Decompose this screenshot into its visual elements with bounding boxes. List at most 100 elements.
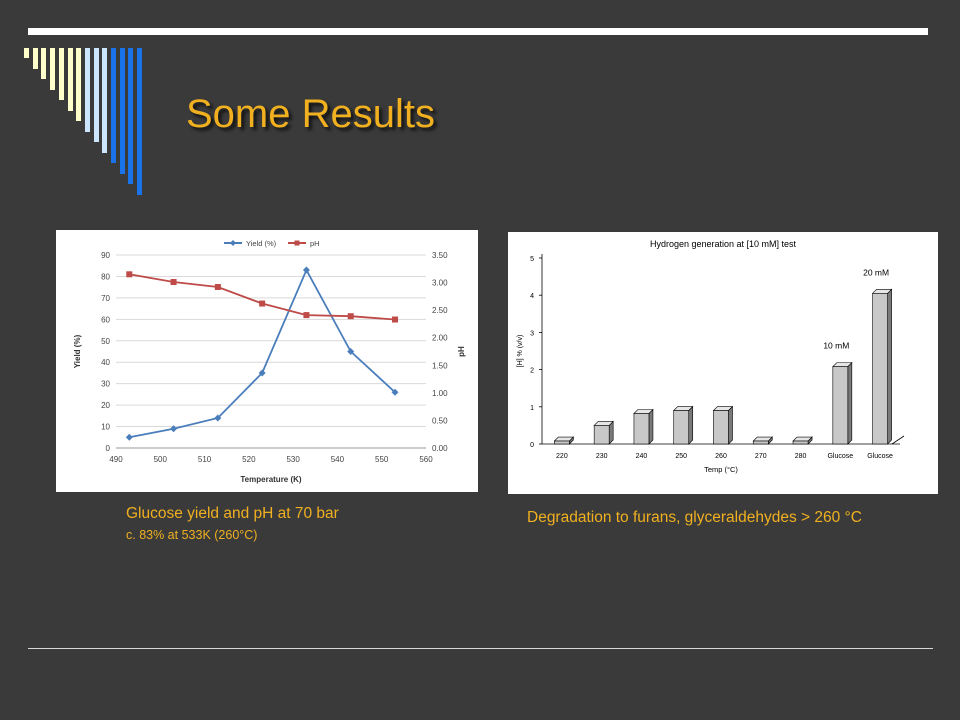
y2-tick-label: 2.00	[432, 334, 448, 343]
legend-marker	[294, 240, 300, 246]
decorative-bar	[111, 48, 116, 163]
hydrogen-chart: Hydrogen generation at [10 mM] test 0 1 2 3 4…	[517, 239, 905, 474]
chart-title: Hydrogen generation at [10 mM] test	[650, 239, 797, 249]
decorative-bar	[58, 48, 64, 100]
legend-label: pH	[310, 239, 320, 248]
series-line	[129, 273, 396, 321]
x-tick-label: 240	[636, 453, 648, 460]
bar	[832, 366, 849, 445]
x-tick-label: 530	[286, 455, 300, 464]
bar	[872, 293, 888, 445]
x-tick-label: 560	[419, 455, 433, 464]
data-point	[259, 300, 266, 307]
decorative-bar	[41, 48, 47, 79]
bar-annotation: 20 mM	[863, 267, 889, 277]
right-caption: Degradation to furans, glyceraldehydes >…	[527, 509, 862, 526]
yield-ph-chart: 0 10 20 30 40 50 60 70 80 90 0.00 0.50 1.00 1.50 2.00 2…	[73, 239, 466, 484]
x-tick-label: 500	[154, 455, 168, 464]
hydrogen-chart-panel: Hydrogen generation at [10 mM] test 0 1 2 3 4…	[508, 232, 938, 494]
y2-tick-label: 1.00	[432, 389, 448, 398]
y-tick-label: 50	[101, 337, 110, 346]
data-point	[392, 316, 398, 323]
x-axis-label: Temp (°C)	[704, 465, 738, 474]
y-tick-label: 30	[101, 380, 110, 389]
data-point	[258, 369, 266, 377]
data-point	[170, 279, 177, 286]
x-tick-label: 220	[556, 453, 568, 460]
decorative-bar	[32, 48, 38, 69]
y-axis-label: [H] % (v/v)	[517, 335, 524, 368]
top-rule	[28, 28, 928, 35]
y2-tick-label: 3.00	[432, 279, 448, 288]
y-tick-label: 80	[101, 272, 110, 281]
x-tick-label: 280	[795, 453, 807, 460]
y2-axis-label: pH	[457, 346, 466, 357]
slide-title: Some Results	[186, 92, 435, 136]
bar-side	[728, 405, 733, 445]
bar-annotation: 10 mM	[823, 341, 849, 351]
decorative-bar	[128, 48, 134, 184]
y-tick-label: 60	[101, 315, 110, 324]
x-tick-label: 260	[715, 453, 727, 460]
bar-side	[688, 405, 694, 445]
bar	[554, 440, 570, 445]
y-tick-label: 2	[530, 368, 534, 375]
y2-tick-label: 0.50	[432, 416, 448, 425]
y-tick-label: 20	[101, 401, 110, 410]
x-tick-label: 520	[242, 455, 256, 464]
data-point	[126, 271, 133, 278]
decorative-bar	[84, 48, 90, 132]
decorative-bar	[137, 48, 143, 195]
data-point	[391, 388, 399, 396]
bar-side	[648, 408, 654, 445]
y2-tick-label: 3.50	[432, 251, 448, 260]
data-point	[347, 313, 354, 320]
data-point	[302, 266, 310, 274]
x-tick-label: Glucose	[827, 453, 853, 460]
left-subcaption: c. 83% at 533K (260°C)	[126, 528, 258, 542]
data-point	[303, 312, 310, 319]
y-tick-label: 4	[530, 293, 534, 300]
y-tick-label: 3	[530, 330, 534, 337]
x-axis-label: Temperature (K)	[240, 475, 302, 484]
decorative-bar	[119, 48, 125, 174]
decorative-bar	[24, 48, 29, 58]
decorative-bar	[93, 48, 99, 142]
x-tick-label: 250	[675, 453, 687, 460]
y-tick-label: 0	[530, 442, 534, 449]
left-caption: Glucose yield and pH at 70 bar	[126, 505, 339, 522]
y-tick-label: 40	[101, 358, 110, 367]
x-tick-label: 550	[375, 455, 389, 464]
yield-ph-chart-panel: 0 10 20 30 40 50 60 70 80 90 0.00 0.50 1.00 1.50 2.00 2…	[56, 230, 478, 492]
x-tick-label: 490	[109, 455, 123, 464]
decorative-bar	[76, 48, 82, 121]
y-tick-label: 5	[530, 256, 534, 263]
legend-label: Yield (%)	[246, 239, 277, 248]
y2-tick-label: 2.50	[432, 306, 448, 315]
decorative-bar	[50, 48, 56, 90]
y-tick-label: 70	[101, 294, 110, 303]
bottom-rule	[28, 648, 933, 649]
data-point	[170, 425, 178, 433]
y-tick-label: 10	[101, 423, 110, 432]
series-line	[129, 267, 396, 439]
y-tick-label: 0	[106, 444, 111, 453]
data-point	[214, 414, 222, 422]
bar	[792, 440, 809, 445]
x-tick-label: 230	[596, 453, 608, 460]
y-tick-label: 1	[530, 405, 534, 412]
x-tick-label: Glucose	[867, 453, 893, 460]
data-point	[214, 283, 221, 290]
decorative-bar	[102, 48, 108, 153]
bar-side	[847, 361, 853, 445]
legend-marker	[230, 240, 236, 246]
bar	[593, 425, 610, 445]
bar	[752, 440, 769, 445]
decorative-bar	[67, 48, 73, 111]
bar	[713, 410, 729, 445]
data-point	[125, 433, 133, 441]
y-tick-label: 90	[101, 251, 110, 260]
data-point	[347, 348, 355, 355]
bar	[633, 413, 650, 445]
floor-edge	[891, 435, 905, 445]
